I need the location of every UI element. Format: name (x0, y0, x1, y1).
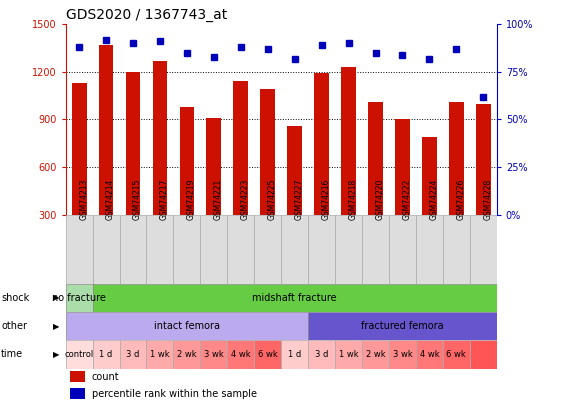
Text: percentile rank within the sample: percentile rank within the sample (91, 389, 256, 399)
Text: GSM74224: GSM74224 (429, 179, 439, 220)
Bar (281, 215, 308, 284)
Text: GSM74215: GSM74215 (133, 179, 142, 220)
Text: 3 d: 3 d (315, 350, 328, 359)
Bar (234, 81, 248, 215)
Text: GSM74218: GSM74218 (348, 179, 357, 220)
Bar (443, 340, 470, 369)
Text: ▶: ▶ (54, 350, 60, 359)
Text: GSM74221: GSM74221 (214, 179, 223, 220)
Text: control: control (65, 350, 94, 359)
Text: GSM74227: GSM74227 (295, 179, 304, 220)
Bar (66, 340, 93, 369)
Text: GSM74220: GSM74220 (376, 179, 384, 220)
Bar (443, 215, 470, 284)
Bar (227, 215, 254, 284)
Text: 3 d: 3 d (126, 350, 140, 359)
Text: count: count (91, 372, 119, 382)
Bar (389, 215, 416, 284)
Bar (341, 67, 356, 215)
Text: 3 wk: 3 wk (204, 350, 224, 359)
Text: other: other (1, 321, 27, 331)
Bar (362, 215, 389, 284)
Text: shock: shock (1, 293, 29, 303)
Text: 1 wk: 1 wk (339, 350, 359, 359)
Bar (174, 340, 200, 369)
Text: GSM74217: GSM74217 (160, 179, 169, 220)
Text: midshaft fracture: midshaft fracture (252, 293, 337, 303)
Text: intact femora: intact femora (154, 321, 220, 331)
Bar (254, 215, 281, 284)
Text: 2 wk: 2 wk (177, 350, 197, 359)
Bar (93, 340, 119, 369)
Text: GSM74225: GSM74225 (268, 179, 277, 220)
Bar (66, 312, 308, 340)
Bar (99, 45, 114, 215)
Bar (254, 340, 281, 369)
Bar (476, 104, 490, 215)
Bar (389, 340, 416, 369)
Bar (200, 215, 227, 284)
Bar (152, 61, 167, 215)
Bar (207, 118, 222, 215)
Bar (368, 102, 383, 215)
Text: GDS2020 / 1367743_at: GDS2020 / 1367743_at (66, 8, 227, 22)
Text: GSM74223: GSM74223 (241, 179, 250, 220)
Text: GSM74219: GSM74219 (187, 179, 196, 220)
Text: 6 wk: 6 wk (447, 350, 467, 359)
Text: 3 wk: 3 wk (393, 350, 412, 359)
Text: no fracture: no fracture (52, 293, 106, 303)
Bar (70, 388, 85, 399)
Bar (308, 215, 335, 284)
Bar (119, 340, 147, 369)
Text: GSM74228: GSM74228 (483, 179, 492, 220)
Bar (70, 371, 85, 382)
Bar (66, 215, 93, 284)
Text: GSM74214: GSM74214 (106, 179, 115, 220)
Text: GSM74216: GSM74216 (321, 179, 331, 220)
Bar (308, 340, 335, 369)
Bar (470, 340, 497, 369)
Bar (200, 340, 227, 369)
Text: GSM74222: GSM74222 (403, 179, 412, 220)
Bar (422, 137, 437, 215)
Bar (362, 340, 389, 369)
Text: 1 wk: 1 wk (150, 350, 170, 359)
Text: 2 wk: 2 wk (365, 350, 385, 359)
Text: 4 wk: 4 wk (231, 350, 251, 359)
Bar (174, 215, 200, 284)
Bar (416, 215, 443, 284)
Bar (147, 215, 174, 284)
Bar (470, 215, 497, 284)
Bar (287, 126, 302, 215)
Bar (260, 90, 275, 215)
Text: ▶: ▶ (54, 322, 60, 330)
Text: 6 wk: 6 wk (258, 350, 278, 359)
Text: time: time (1, 350, 23, 359)
Bar (335, 340, 362, 369)
Text: 1 d: 1 d (288, 350, 301, 359)
Bar (126, 72, 140, 215)
Bar (72, 83, 87, 215)
Bar (66, 284, 93, 312)
Text: GSM74213: GSM74213 (79, 179, 88, 220)
Bar (308, 312, 497, 340)
Bar (119, 215, 147, 284)
Text: 1 d: 1 d (99, 350, 112, 359)
Bar (335, 215, 362, 284)
Bar (281, 340, 308, 369)
Bar (227, 340, 254, 369)
Bar (93, 215, 119, 284)
Bar (395, 119, 410, 215)
Bar (314, 73, 329, 215)
Text: ▶: ▶ (54, 293, 60, 302)
Bar (147, 340, 174, 369)
Text: GSM74226: GSM74226 (456, 179, 465, 220)
Bar (449, 102, 464, 215)
Text: 4 wk: 4 wk (420, 350, 439, 359)
Text: fractured femora: fractured femora (361, 321, 444, 331)
Bar (179, 107, 194, 215)
Bar (416, 340, 443, 369)
